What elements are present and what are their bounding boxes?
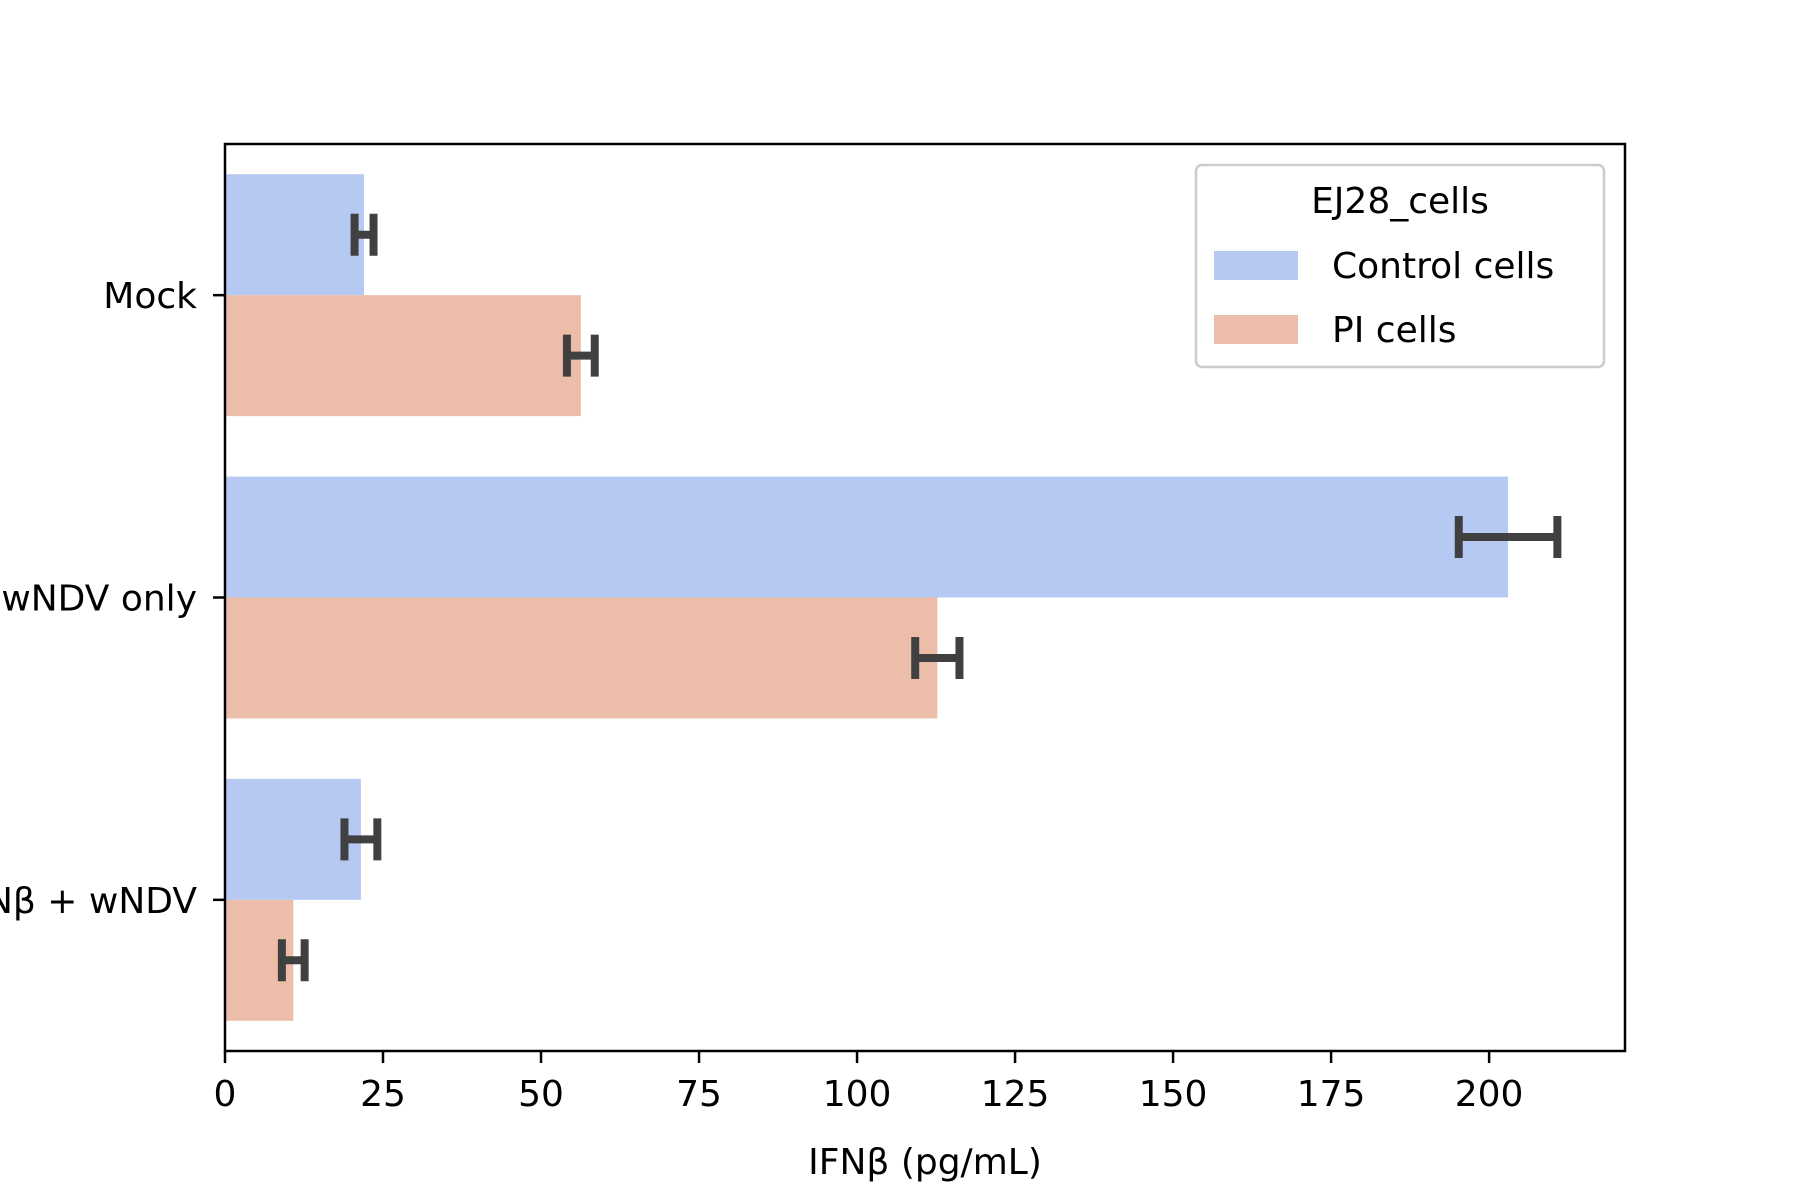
y-axis: Mock wNDV only IFNβ + wNDV: [0, 276, 225, 922]
x-tick-label: 75: [676, 1074, 722, 1115]
x-axis: 0 25 50 75 100 125 150 175 200: [214, 1051, 1524, 1115]
y-tick-label: Mock: [103, 276, 197, 317]
y-tick-label: wNDV only: [1, 579, 197, 620]
x-tick-label: 200: [1455, 1074, 1524, 1115]
x-tick-label: 150: [1139, 1074, 1208, 1115]
x-axis-title: IFNβ (pg/mL): [808, 1142, 1042, 1183]
legend-label: Control cells: [1332, 246, 1554, 287]
bar: [225, 597, 938, 719]
error-bars-layer: [277, 213, 1562, 982]
x-tick-label: 0: [214, 1074, 237, 1115]
legend-title: EJ28_cells: [1311, 181, 1489, 222]
legend-label: PI cells: [1332, 310, 1456, 351]
x-tick-label: 100: [823, 1074, 892, 1115]
bar: [225, 295, 581, 417]
legend-entries: Control cells PI cells: [1214, 246, 1554, 351]
legend: EJ28_cells Control cells PI cells: [1194, 163, 1606, 369]
x-tick-label: 175: [1297, 1074, 1366, 1115]
legend-swatch: [1214, 315, 1298, 344]
x-tick-label: 25: [360, 1074, 406, 1115]
bar: [225, 476, 1509, 598]
x-tick-label: 50: [518, 1074, 564, 1115]
legend-swatch: [1214, 251, 1298, 280]
y-tick-label: IFNβ + wNDV: [0, 881, 197, 922]
bar: [225, 778, 361, 900]
bars-layer: [225, 174, 1509, 1021]
x-tick-label: 125: [981, 1074, 1050, 1115]
bar: [225, 174, 365, 296]
